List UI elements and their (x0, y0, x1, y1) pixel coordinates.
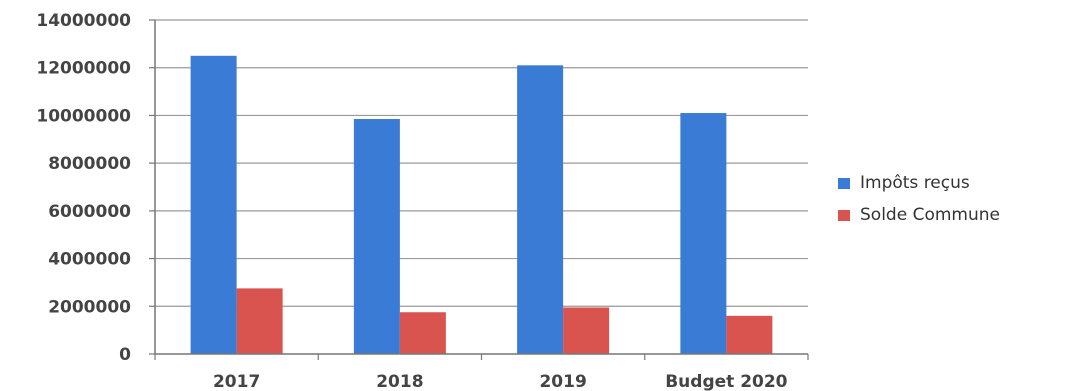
y-tick-label: 10000000 (36, 106, 131, 126)
x-tick-label: 2018 (376, 372, 423, 391)
y-tick-label: 14000000 (36, 11, 131, 31)
bar-impots-recus (353, 119, 400, 354)
legend-label: Impôts reçus (860, 173, 970, 193)
bar-impots-recus (680, 113, 727, 355)
x-tick-label: Budget 2020 (665, 372, 787, 391)
bar-solde-commune (236, 288, 283, 354)
y-tick-label: 2000000 (48, 297, 131, 317)
axes (154, 20, 809, 360)
legend-swatch (838, 178, 850, 189)
bar-impots-recus (190, 55, 237, 355)
bar-impots-recus (517, 65, 564, 354)
legend-swatch (838, 210, 850, 221)
legend: Impôts reçus Solde Commune (838, 173, 1000, 225)
y-tick-label: 12000000 (36, 59, 131, 79)
bar-solde-commune (726, 315, 773, 354)
y-tick-label: 6000000 (48, 202, 131, 222)
bars (190, 55, 773, 355)
x-tick-label: 2017 (213, 372, 260, 391)
x-tick-label: 2019 (539, 372, 586, 391)
y-tick-label: 0 (119, 345, 131, 365)
bar-solde-commune (563, 307, 610, 354)
y-tick-label: 8000000 (48, 154, 131, 174)
y-tick-label: 4000000 (48, 250, 131, 270)
bar-solde-commune (399, 312, 446, 354)
x-axis-tick-labels: 2017 2018 2019 Budget 2020 (213, 372, 788, 391)
y-axis-tick-labels: 0 2000000 4000000 6000000 8000000 10000000 120… (36, 11, 131, 365)
legend-label: Solde Commune (860, 205, 1000, 225)
